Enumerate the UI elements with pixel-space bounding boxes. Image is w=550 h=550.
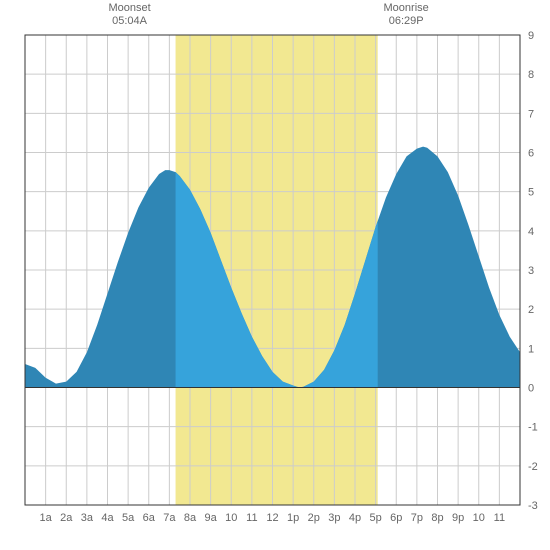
svg-text:-1: -1: [528, 422, 538, 434]
moonrise-label: Moonrise 06:29P: [366, 2, 446, 28]
moonrise-time: 06:29P: [366, 15, 446, 28]
moonset-time: 05:04A: [90, 15, 170, 28]
svg-text:2a: 2a: [60, 512, 73, 524]
svg-text:11: 11: [494, 512, 505, 524]
svg-text:8p: 8p: [431, 512, 443, 524]
svg-text:10: 10: [225, 512, 237, 524]
svg-text:1p: 1p: [287, 512, 299, 524]
svg-text:5a: 5a: [122, 512, 135, 524]
svg-text:1: 1: [528, 343, 534, 355]
svg-text:10: 10: [473, 512, 485, 524]
svg-text:-2: -2: [528, 461, 538, 473]
svg-text:4p: 4p: [349, 512, 361, 524]
svg-text:8a: 8a: [184, 512, 197, 524]
svg-text:5: 5: [528, 187, 534, 199]
svg-text:5p: 5p: [370, 512, 382, 524]
svg-text:7a: 7a: [163, 512, 176, 524]
svg-text:7p: 7p: [411, 512, 423, 524]
svg-text:3a: 3a: [81, 512, 94, 524]
svg-text:2: 2: [528, 304, 534, 316]
svg-text:2p: 2p: [308, 512, 320, 524]
svg-text:0: 0: [528, 383, 534, 395]
tide-chart: Moonset 05:04A Moonrise 06:29P -3-2-1012…: [0, 0, 550, 550]
svg-text:6: 6: [528, 148, 534, 160]
svg-text:4: 4: [528, 226, 534, 238]
svg-text:3: 3: [528, 265, 534, 277]
chart-svg: -3-2-101234567891a2a3a4a5a6a7a8a9a101112…: [0, 0, 550, 550]
svg-text:1a: 1a: [40, 512, 53, 524]
svg-text:4a: 4a: [101, 512, 114, 524]
svg-text:7: 7: [528, 108, 534, 120]
moonset-label: Moonset 05:04A: [90, 2, 170, 28]
svg-text:3p: 3p: [328, 512, 340, 524]
svg-text:11: 11: [246, 512, 257, 524]
svg-text:6a: 6a: [143, 512, 156, 524]
svg-text:6p: 6p: [390, 512, 402, 524]
svg-text:8: 8: [528, 69, 534, 81]
moonset-title: Moonset: [90, 2, 170, 15]
svg-text:-3: -3: [528, 500, 538, 512]
svg-text:12: 12: [266, 512, 278, 524]
moonrise-title: Moonrise: [366, 2, 446, 15]
svg-text:9a: 9a: [205, 512, 218, 524]
top-event-labels: Moonset 05:04A Moonrise 06:29P: [0, 2, 550, 32]
svg-text:9p: 9p: [452, 512, 464, 524]
